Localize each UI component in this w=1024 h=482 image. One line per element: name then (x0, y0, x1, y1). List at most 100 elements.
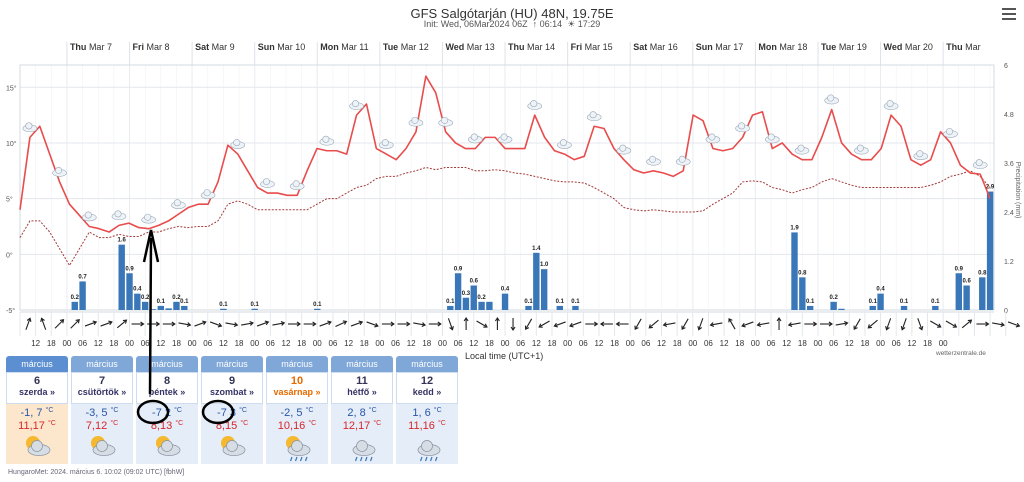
min-temp: 1, 6 °C (396, 407, 458, 419)
hour-label: 00 (250, 339, 259, 348)
max-temp-a: 10, (277, 420, 294, 432)
right-tick-label: 3.6 (1004, 161, 1014, 168)
wind-arrow-icon (553, 321, 566, 328)
day-card[interactable]: március 9 szombat » -7 3 °C 8,15 °C (201, 356, 263, 464)
wind-arrow-icon (413, 322, 427, 327)
wind-arrow-icon (447, 318, 454, 331)
hour-label: 18 (860, 339, 869, 348)
precip-label: 0.1 (313, 302, 322, 308)
menu-icon[interactable] (1002, 8, 1016, 20)
wind-arrow-icon (303, 321, 317, 327)
cloud-icon (705, 133, 721, 144)
precip-label: 1.4 (532, 246, 541, 252)
cloud-rain-icon (352, 440, 376, 462)
chart-subtitle: Init: Wed, 06Mar2024 06Z ↑ 06:14 ☀ 17:29 (0, 19, 1024, 30)
hour-label: 00 (125, 339, 134, 348)
cloud-icon (111, 210, 127, 221)
unit: °C (174, 407, 182, 414)
day-card[interactable]: március 11 hétfő » 2, 8 °C 12,17 °C (331, 356, 393, 464)
card-weekday-link[interactable]: hétfő » (347, 387, 377, 397)
card-date: 8 péntek » (136, 372, 198, 404)
day-card[interactable]: március 7 csütörtök » -3, 5 °C 7,12 °C (71, 356, 133, 464)
cloud-icon (735, 122, 750, 133)
precip-bar (838, 308, 845, 310)
day-card[interactable]: március 10 vasárnap » -2, 5 °C 10,16 °C (266, 356, 328, 464)
min-temp: -2, 5 °C (266, 407, 328, 419)
unit: °C (240, 420, 249, 427)
card-body: 2, 8 °C 12,17 °C (331, 404, 393, 464)
precip-bar (126, 273, 133, 310)
min-temp-a: -7 (217, 407, 227, 419)
min-temp-a: -3, (85, 407, 99, 419)
wind-arrow-icon (178, 322, 192, 327)
hour-label: 12 (94, 339, 103, 348)
min-temp-b: 7 (36, 407, 43, 419)
day-label: Fri Mar 15 (571, 42, 613, 52)
hour-label: 06 (704, 339, 713, 348)
cloud-icon (616, 144, 632, 155)
day-card[interactable]: március 8 péntek » -7 2 °C 8,13 °C (136, 356, 198, 464)
min-temp-b: 5 (296, 407, 303, 419)
hour-label: 18 (109, 339, 118, 348)
unit: °C (45, 407, 54, 414)
precip-label: 0.1 (251, 302, 260, 308)
max-temp: 8,15 °C (201, 420, 263, 432)
card-weekday-link[interactable]: vasárnap » (273, 387, 321, 397)
wind-arrow-icon (319, 320, 332, 327)
min-temp-b: 8 (359, 407, 366, 419)
cloud-icon (972, 159, 988, 169)
wind-arrow-icon (225, 322, 239, 327)
wind-arrow-icon (510, 318, 516, 331)
card-weekday-link[interactable]: csütörtök » (77, 387, 127, 397)
wind-arrow-icon (538, 320, 550, 328)
precip-label: 0.7 (78, 274, 87, 280)
cloud-icon (260, 178, 275, 188)
precip-label: 0.6 (470, 279, 479, 285)
day-label: Mon Mar 11 (320, 42, 368, 52)
max-temp: 12,17 °C (331, 420, 393, 432)
cloud-icon (824, 94, 840, 105)
cloud-icon (319, 135, 335, 146)
hour-label: 06 (266, 339, 275, 348)
min-temp: 2, 8 °C (331, 407, 393, 419)
card-date: 9 szombat » (201, 372, 263, 404)
card-weekday-link[interactable]: szerda » (18, 387, 56, 397)
card-day-number: 6 (33, 375, 41, 387)
unit: °C (373, 420, 382, 427)
max-temp: 7,12 °C (71, 420, 133, 432)
precip-bar (118, 244, 125, 310)
precip-bar (251, 308, 258, 310)
max-temp-b: 15 (225, 420, 238, 432)
hour-label: 06 (78, 339, 87, 348)
max-temp: 11,17 °C (6, 420, 68, 432)
wind-arrow-icon (634, 318, 642, 331)
card-weekday-link[interactable]: kedd » (412, 387, 442, 397)
cloud-icon (468, 133, 483, 144)
precip-bar (806, 305, 814, 310)
day-card[interactable]: március 6 szerda » -1, 7 °C 11,17 °C (6, 356, 68, 464)
hour-label: 12 (907, 339, 916, 348)
hour-label: 00 (688, 339, 697, 348)
card-weekday-link[interactable]: péntek » (148, 387, 186, 397)
max-temp-a: 12, (342, 420, 359, 432)
wind-arrow-icon (569, 321, 582, 328)
day-card[interactable]: március 12 kedd » 1, 6 °C 11,16 °C (396, 356, 458, 464)
hour-label: 06 (141, 339, 150, 348)
precip-bar (462, 297, 470, 310)
min-temp-a: 2, (347, 407, 357, 419)
hour-label: 06 (516, 339, 525, 348)
wind-arrow-icon (835, 321, 849, 326)
cloud-icon (527, 100, 543, 110)
wind-arrow-icon (494, 317, 500, 330)
hour-label: 00 (62, 339, 71, 348)
precip-bar (525, 305, 532, 310)
max-temp-b: 12 (95, 420, 108, 432)
hour-label: 12 (720, 339, 729, 348)
right-tick-label: 2.4 (1004, 210, 1014, 217)
hour-label: 18 (923, 339, 932, 348)
unit: °C (437, 420, 446, 427)
hour-label: 00 (814, 339, 823, 348)
hour-label: 12 (532, 339, 541, 348)
sun-cloud-icon (221, 436, 246, 456)
card-weekday-link[interactable]: szombat » (209, 387, 254, 397)
